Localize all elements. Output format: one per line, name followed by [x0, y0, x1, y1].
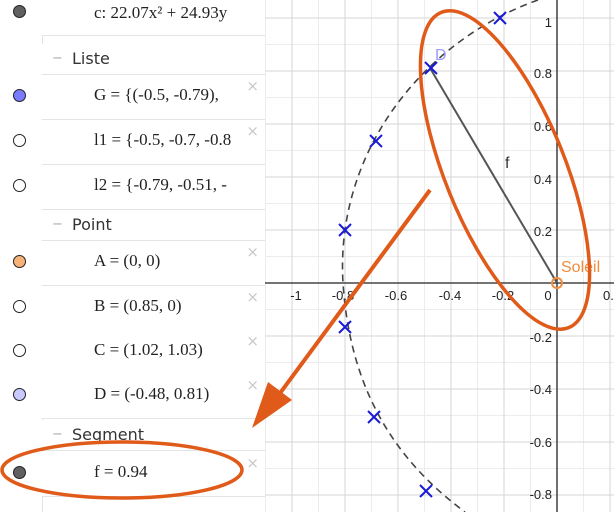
- y-tick-label: 1: [545, 15, 552, 30]
- algebra-row-conic[interactable]: c: 22.07x² + 24.93y: [13, 0, 265, 36]
- algebra-expression[interactable]: C = (1.02, 1.03): [94, 340, 203, 359]
- grid-minor: [265, 0, 614, 512]
- algebra-row-l1[interactable]: l1 = {-0.5, -0.7, -0.8 ×: [13, 120, 265, 165]
- algebra-expression[interactable]: c: 22.07x² + 24.93y: [94, 3, 228, 22]
- algebra-view: c: 22.07x² + 24.93y − Liste G = {(-0.5, …: [0, 0, 265, 512]
- y-tick-label: -0.4: [530, 382, 552, 397]
- delete-icon[interactable]: ×: [246, 243, 259, 261]
- algebra-expression[interactable]: D = (-0.48, 0.81): [94, 384, 210, 403]
- algebra-row-A[interactable]: A = (0, 0) ×: [13, 241, 265, 286]
- y-tick-label: -0.6: [530, 435, 552, 450]
- sun-label: Soleil: [561, 259, 600, 276]
- y-tick-label: -0.8: [530, 487, 552, 502]
- y-tick-label: 0.2: [534, 224, 552, 239]
- x-tick-label: -0.2: [492, 288, 514, 303]
- algebra-row-f[interactable]: f = 0.94 ×: [13, 452, 265, 497]
- visibility-toggle-icon[interactable]: [13, 255, 26, 268]
- segment-f-label: f: [505, 155, 510, 172]
- list-point-marker[interactable]: [419, 484, 433, 498]
- list-point-marker[interactable]: [367, 410, 381, 424]
- group-name: Liste: [72, 49, 110, 68]
- delete-icon[interactable]: ×: [246, 77, 259, 95]
- visibility-toggle-icon[interactable]: [13, 5, 26, 18]
- algebra-expression[interactable]: B = (0.85, 0): [94, 296, 182, 315]
- x-tick-label: 0.: [603, 288, 614, 303]
- x-tick-label: -1: [290, 288, 302, 303]
- algebra-expression[interactable]: A = (0, 0): [94, 251, 161, 270]
- list-point-marker[interactable]: [369, 134, 383, 148]
- group-header-segment[interactable]: − Segment: [42, 420, 265, 451]
- algebra-expression[interactable]: l2 = {-0.79, -0.51, -: [94, 175, 227, 194]
- algebra-expression[interactable]: l1 = {-0.5, -0.7, -0.8: [94, 130, 232, 149]
- graphics-canvas[interactable]: -1 -0.8 -0.6 -0.4 -0.2 0 0. 1 0.8 0.6 0.…: [265, 0, 614, 513]
- visibility-toggle-icon[interactable]: [13, 134, 26, 147]
- visibility-toggle-icon[interactable]: [13, 300, 26, 313]
- algebra-expression[interactable]: f = 0.94: [94, 462, 148, 481]
- visibility-toggle-icon[interactable]: [13, 466, 26, 479]
- collapse-icon[interactable]: −: [52, 51, 63, 66]
- algebra-expression[interactable]: G = {(-0.5, -0.79),: [94, 85, 219, 104]
- algebra-row-D[interactable]: D = (-0.48, 0.81) ×: [13, 374, 265, 419]
- x-tick-label: -0.6: [385, 288, 407, 303]
- y-tick-label: 0.8: [534, 66, 552, 81]
- x-tick-label: 0: [544, 288, 551, 303]
- delete-icon[interactable]: ×: [246, 288, 259, 306]
- delete-icon[interactable]: ×: [246, 376, 259, 394]
- graphics-view[interactable]: -1 -0.8 -0.6 -0.4 -0.2 0 0. 1 0.8 0.6 0.…: [265, 0, 614, 513]
- group-header-point[interactable]: − Point: [42, 210, 265, 241]
- collapse-icon[interactable]: −: [52, 427, 63, 442]
- collapse-icon[interactable]: −: [52, 217, 63, 232]
- algebra-row-B[interactable]: B = (0.85, 0) ×: [13, 286, 265, 331]
- delete-icon[interactable]: ×: [246, 332, 259, 350]
- delete-icon[interactable]: ×: [246, 454, 259, 472]
- visibility-toggle-icon[interactable]: [13, 89, 26, 102]
- point-d-label: D: [435, 47, 447, 64]
- y-tick-label: 0.4: [534, 172, 552, 187]
- visibility-toggle-icon[interactable]: [13, 388, 26, 401]
- group-name: Segment: [72, 425, 144, 444]
- x-tick-label: -0.4: [439, 288, 461, 303]
- group-name: Point: [72, 215, 112, 234]
- algebra-row-G[interactable]: G = {(-0.5, -0.79), ×: [13, 75, 265, 120]
- list-points: [338, 11, 507, 498]
- delete-icon[interactable]: ×: [246, 122, 259, 140]
- visibility-toggle-icon[interactable]: [13, 344, 26, 357]
- y-tick-label: 0.6: [534, 119, 552, 134]
- algebra-row-C[interactable]: C = (1.02, 1.03) ×: [13, 330, 265, 375]
- y-tick-label: -0.2: [530, 330, 552, 345]
- algebra-row-l2[interactable]: l2 = {-0.79, -0.51, -: [13, 165, 265, 210]
- visibility-toggle-icon[interactable]: [13, 179, 26, 192]
- group-header-liste[interactable]: − Liste: [42, 44, 265, 75]
